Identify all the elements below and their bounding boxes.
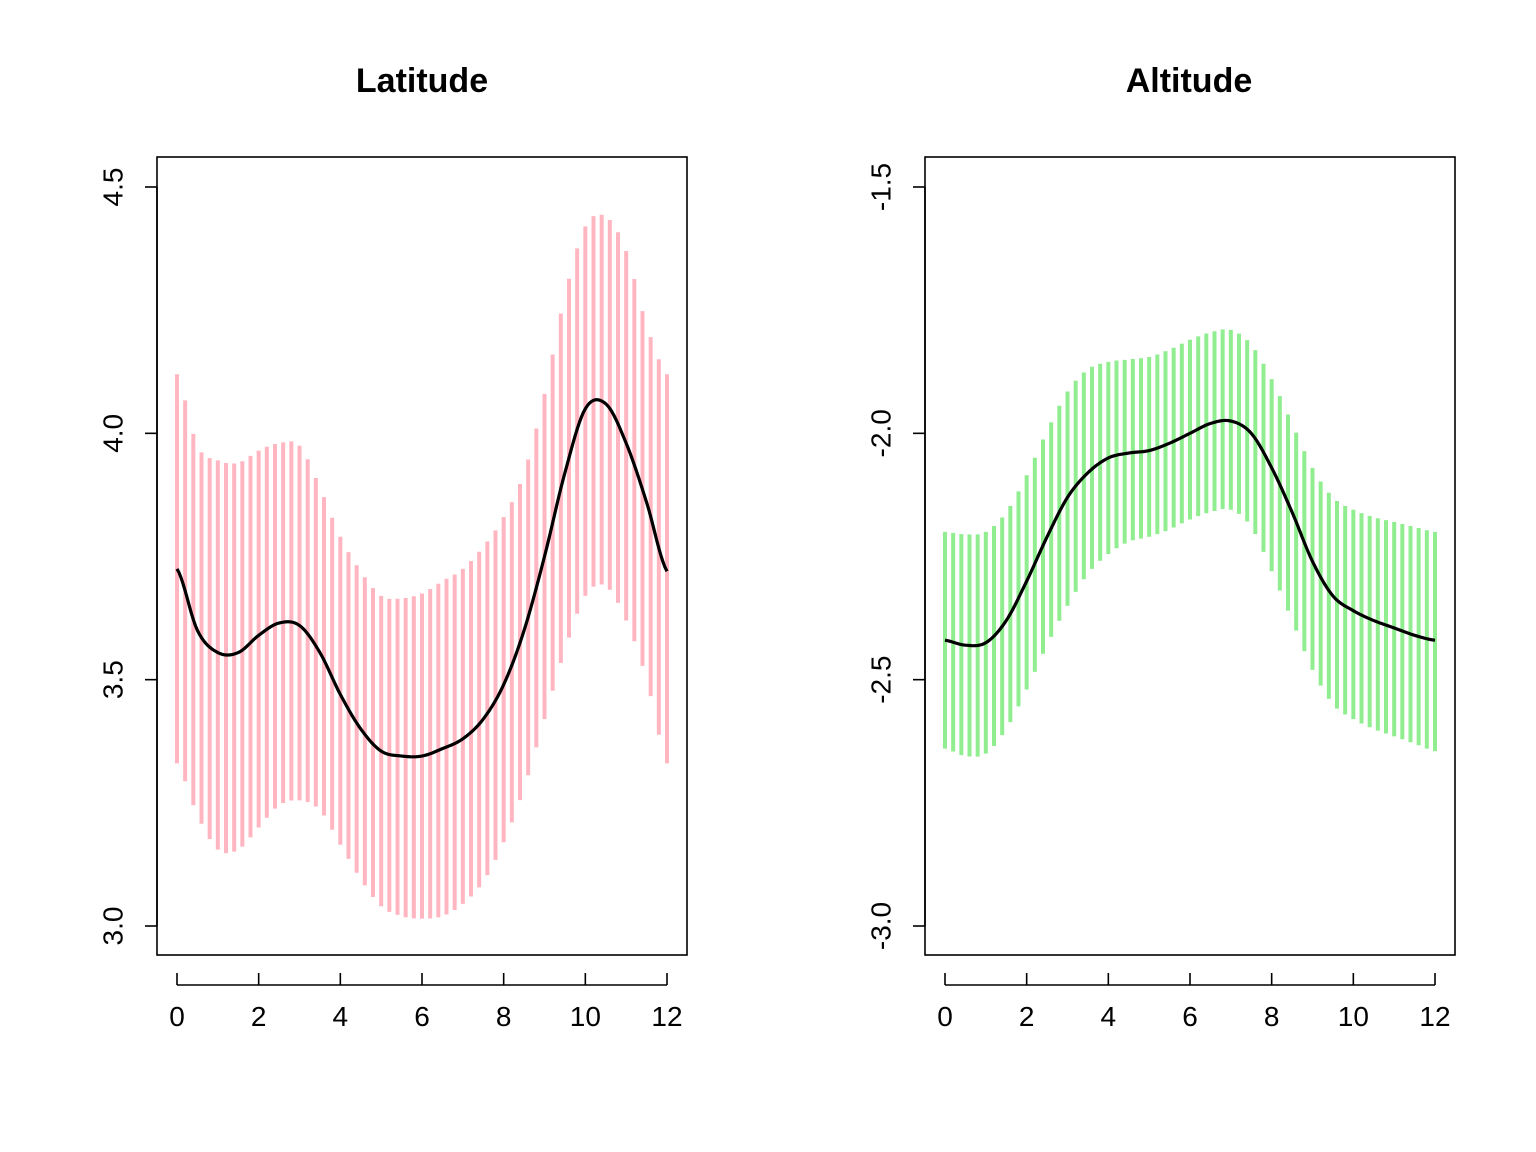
altitude-y-tick-label: -2.0 [866,409,897,457]
altitude-band [943,329,1437,757]
latitude-y-tick-label: 3.0 [98,907,129,946]
latitude-y-tick-label: 3.5 [98,660,129,699]
latitude-band [175,214,669,919]
altitude-x-tick-label: 0 [937,1001,953,1032]
latitude-x-tick-label: 6 [414,1001,430,1032]
latitude-panel: Latitude 0 2 4 6 8 10 12 3.0 3.5 4.0 4.5 [98,62,688,1032]
altitude-title: Altitude [1126,62,1253,100]
latitude-x-tick-label: 2 [251,1001,267,1032]
latitude-title: Latitude [356,62,488,100]
altitude-x-tick-label: 10 [1338,1001,1369,1032]
altitude-x-tick-label: 8 [1264,1001,1280,1032]
altitude-x-tick-label: 2 [1019,1001,1035,1032]
latitude-x-tick-label: 4 [333,1001,349,1032]
latitude-x-tick-label: 0 [169,1001,185,1032]
altitude-x-tick-label: 12 [1419,1001,1450,1032]
altitude-y-tick-label: -2.5 [866,656,897,704]
altitude-y-tick-label: -3.0 [866,902,897,950]
altitude-x-tick-label: 4 [1101,1001,1117,1032]
altitude-panel: Altitude 0 2 4 6 8 10 12 -3.0 -2.5 -2.0 -1.5 [866,62,1456,1032]
latitude-x-tick-label: 10 [570,1001,601,1032]
latitude-mean-line [175,398,669,759]
altitude-x-tick-label: 6 [1182,1001,1198,1032]
latitude-y-tick-label: 4.5 [98,168,129,207]
latitude-y-tick-label: 4.0 [98,414,129,453]
altitude-mean-line [944,418,1436,648]
latitude-x-tick-label: 12 [651,1001,682,1032]
latitude-x-tick-label: 8 [496,1001,512,1032]
altitude-plot-frame [924,156,1456,956]
altitude-y-tick-label: -1.5 [866,163,897,211]
